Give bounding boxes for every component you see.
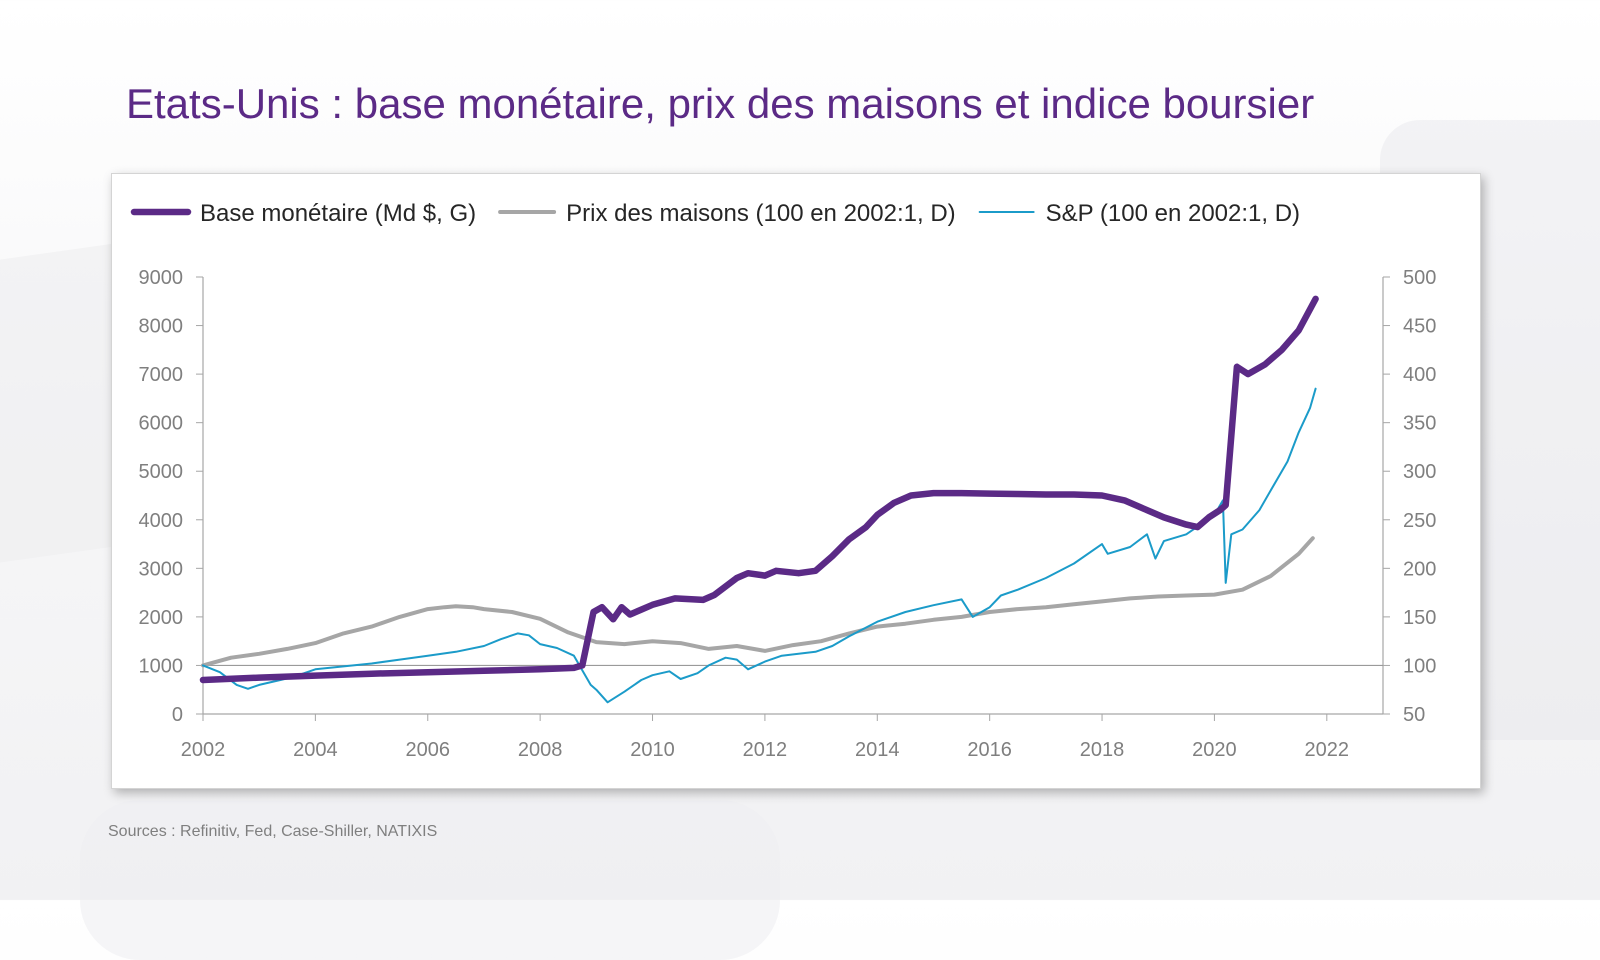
left-tick-label: 9000 xyxy=(139,267,184,289)
right-tick-label: 50 xyxy=(1403,704,1425,726)
legend-label: Prix des maisons (100 en 2002:1, D) xyxy=(566,200,956,227)
left-tick-label: 3000 xyxy=(139,558,184,580)
right-tick-label: 300 xyxy=(1403,461,1436,483)
chart-axes: 0 1000 2000 3000 4000 5000 6000 7000 8000 9000 50 1… xyxy=(139,267,1437,761)
right-tick-label: 450 xyxy=(1403,316,1436,338)
left-tick-label: 1000 xyxy=(139,655,184,677)
line-chart: Base monétaire (Md $, G) Prix des maisons… xyxy=(130,200,1437,761)
series-line-3 xyxy=(202,387,1317,704)
right-tick-label: 400 xyxy=(1403,364,1436,386)
x-tick-label: 2002 xyxy=(181,739,226,761)
x-tick-label: 2004 xyxy=(293,739,338,761)
right-tick-label: 200 xyxy=(1403,558,1436,580)
x-tick-label: 2020 xyxy=(1192,739,1237,761)
slide-title: Etats-Unis : base monétaire, prix des ma… xyxy=(126,80,1315,127)
chart-legend: Base monétaire (Md $, G) Prix des maisons… xyxy=(130,200,1300,227)
legend-label: S&P (100 en 2002:1, D) xyxy=(1046,200,1300,227)
right-tick-label: 100 xyxy=(1403,655,1436,677)
series-line-1 xyxy=(199,295,1319,684)
series-line-2 xyxy=(201,536,1315,668)
x-tick-label: 2010 xyxy=(630,739,675,761)
left-tick-label: 7000 xyxy=(139,364,184,386)
right-tick-label: 150 xyxy=(1403,607,1436,629)
right-tick-label: 250 xyxy=(1403,510,1436,532)
plot-area xyxy=(199,295,1319,704)
x-tick-label: 2006 xyxy=(406,739,451,761)
left-tick-label: 8000 xyxy=(139,316,184,338)
x-tick-label: 2008 xyxy=(518,739,563,761)
left-tick-label: 4000 xyxy=(139,510,184,532)
chart-panel: Base monétaire (Md $, G) Prix des maisons… xyxy=(111,173,1481,789)
x-tick-label: 2016 xyxy=(967,739,1012,761)
source-note: Sources : Refinitiv, Fed, Case-Shiller, … xyxy=(108,823,438,840)
x-tick-label: 2022 xyxy=(1305,739,1350,761)
legend-label: Base monétaire (Md $, G) xyxy=(200,200,476,227)
x-tick-label: 2018 xyxy=(1080,739,1125,761)
right-tick-label: 350 xyxy=(1403,413,1436,435)
left-tick-label: 2000 xyxy=(139,607,184,629)
right-tick-label: 500 xyxy=(1403,267,1436,289)
left-tick-label: 5000 xyxy=(139,461,184,483)
x-tick-label: 2012 xyxy=(743,739,788,761)
x-tick-label: 2014 xyxy=(855,739,900,761)
left-tick-label: 0 xyxy=(172,704,183,726)
left-tick-label: 6000 xyxy=(139,413,184,435)
